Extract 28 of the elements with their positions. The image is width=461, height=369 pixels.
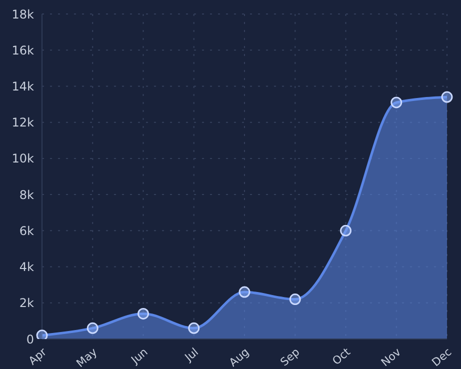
y-tick-label: 4k — [19, 260, 34, 274]
x-tick-label: Dec — [429, 345, 454, 369]
y-tick-label: 0 — [26, 332, 34, 346]
point — [36, 330, 48, 339]
y-tick-label: 2k — [19, 296, 34, 310]
point — [138, 308, 149, 320]
point — [340, 224, 352, 236]
x-tick-label: Jul — [182, 345, 201, 365]
x-tick-label: May — [74, 345, 100, 369]
y-tick-label: 18k — [12, 7, 34, 22]
y-tick-label: 12k — [12, 116, 34, 130]
y-tick-label: 10k — [12, 152, 34, 166]
point — [390, 96, 402, 108]
y-tick-label: 8k — [19, 188, 34, 202]
x-tick-label: Sep — [278, 345, 302, 369]
point — [188, 322, 200, 334]
x-tick-label: Oct — [330, 345, 354, 368]
point — [441, 91, 453, 103]
x-tick-label: Aug — [226, 345, 252, 369]
y-tick-label: 16k — [12, 43, 34, 58]
y-tick-label: 6k — [19, 224, 34, 238]
point — [86, 322, 98, 334]
x-tick-label: Nov — [378, 345, 404, 369]
y-tick-label: 14k — [12, 79, 34, 94]
x-tick-label: Apr — [26, 345, 50, 368]
point — [289, 294, 301, 306]
point — [238, 286, 250, 298]
x-tick-label: Jun — [128, 345, 150, 368]
